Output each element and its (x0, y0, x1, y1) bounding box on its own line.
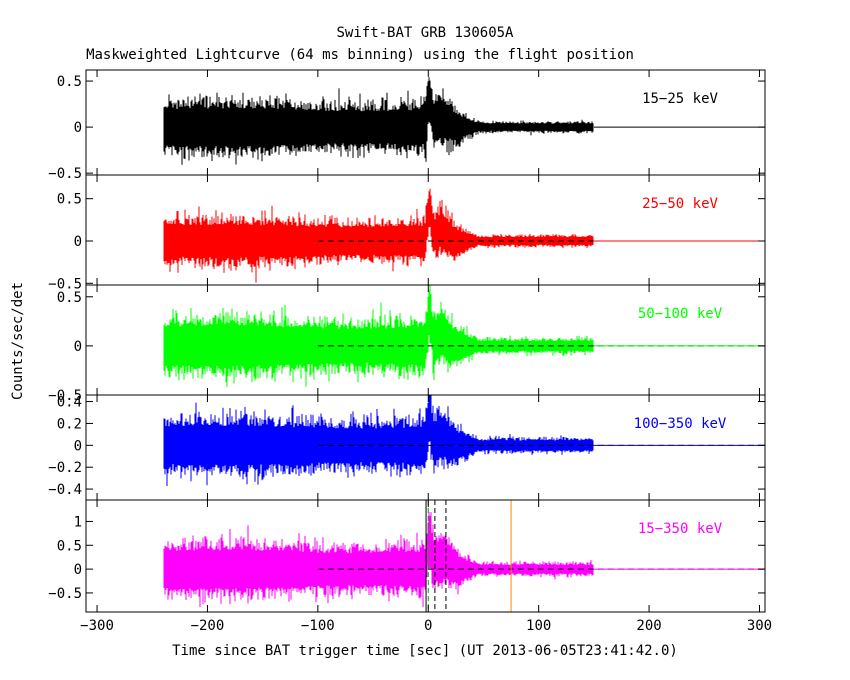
band-label-1: 15−25 keV (642, 91, 718, 107)
x-tick-label: −300 (80, 618, 114, 634)
panel-3: −0.5 0 0.5 50−100 keV (48, 284, 766, 404)
band-label-4: 100−350 keV (634, 416, 727, 432)
y-tick-label: 0.5 (57, 74, 82, 90)
band-label-5: 15−350 keV (638, 521, 723, 537)
y-tick-label: 0 (74, 438, 82, 454)
x-tick-label: −200 (191, 618, 225, 634)
y-tick-label: −0.5 (48, 166, 82, 182)
signal-trace-2 (163, 188, 594, 283)
y-tick-label: 0.2 (57, 416, 82, 432)
band-label-3: 50−100 keV (638, 306, 723, 322)
y-tick-label: −0.5 (48, 276, 82, 292)
y-tick-label: 0 (74, 562, 82, 578)
signal-trace-1 (163, 77, 594, 165)
x-tick-label: 200 (636, 618, 661, 634)
signal-trace-5 (163, 512, 594, 608)
y-tick-label: 0.5 (57, 290, 82, 306)
x-tick-label: 300 (747, 618, 772, 634)
y-tick-label: −0.5 (48, 388, 82, 404)
panel-5: −0.5 0 0.5 1 −300 −200 −100 0 100 200 300 15−350 ke… (48, 499, 772, 634)
y-tick-label: −0.2 (48, 460, 82, 476)
band-label-2: 25−50 keV (642, 196, 718, 212)
y-tick-label: 0 (74, 120, 82, 136)
x-tick-label: 0 (424, 618, 432, 634)
signal-trace-4 (163, 395, 594, 486)
y-tick-label: 0 (74, 234, 82, 250)
panel-1: −0.5 0 0.5 15−25 keV (48, 69, 766, 182)
panels-group: −0.5 0 0.5 15−25 keV −0.5 0 0.5 25−50 keV −0.5 0 0… (48, 69, 772, 634)
y-tick-label: −0.4 (48, 482, 82, 498)
y-tick-label: 0.4 (57, 395, 82, 411)
y-tick-label: 0 (74, 339, 82, 355)
x-tick-label: −100 (301, 618, 335, 634)
y-tick-label: 1 (74, 514, 82, 530)
panel-4: −0.4 −0.2 0 0.2 0.4 100−350 keV (48, 394, 766, 501)
y-tick-label: −0.5 (48, 586, 82, 602)
panel-2: −0.5 0 0.5 25−50 keV (48, 174, 766, 292)
signal-trace-3 (163, 285, 594, 387)
y-tick-label: 0.5 (57, 192, 82, 208)
y-axis-label: Counts/sec/det (10, 282, 26, 400)
chart-subtitle: Maskweighted Lightcurve (64 ms binning) … (86, 47, 634, 63)
x-tick-label: 100 (526, 618, 551, 634)
chart-title: Swift-BAT GRB 130605A (336, 25, 514, 41)
panel-frame-5 (85, 499, 766, 613)
x-axis-label: Time since BAT trigger time [sec] (UT 20… (172, 643, 678, 659)
y-tick-label: 0.5 (57, 538, 82, 554)
